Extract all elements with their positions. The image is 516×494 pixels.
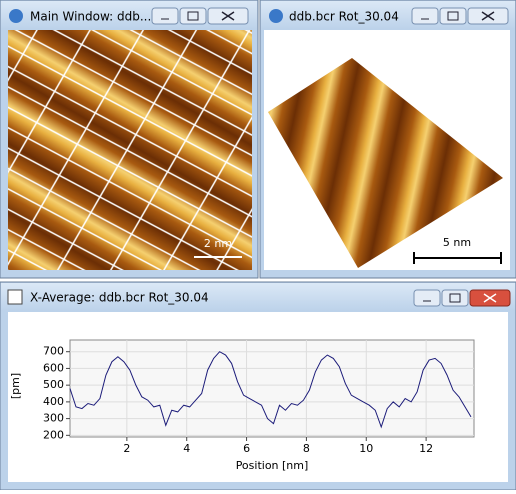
x-tick-label: 10	[359, 442, 373, 455]
x-tick-label: 12	[419, 442, 433, 455]
x-tick-label: 6	[243, 442, 250, 455]
x-tick-label: 8	[303, 442, 310, 455]
profile-window[interactable]: X-Average: ddb.bcr Rot_30.04 [pm] Positi…	[0, 281, 516, 491]
x-tick-label: 4	[183, 442, 190, 455]
x-axis-label: Position [nm]	[236, 459, 309, 472]
y-axis-label: [pm]	[9, 373, 22, 399]
y-tick-label: 400	[43, 395, 64, 408]
window-title: ddb.bcr Rot_30.04	[289, 10, 399, 24]
x-tick-label: 2	[123, 442, 130, 455]
y-tick-label: 200	[43, 428, 64, 441]
scale-bar-label: 5 nm	[443, 236, 471, 249]
profile-line	[69, 351, 472, 429]
y-tick-label: 700	[43, 345, 64, 358]
window-title: X-Average: ddb.bcr Rot_30.04	[30, 291, 209, 305]
scale-bar-label: 2 nm	[204, 237, 232, 250]
rotated-window[interactable]: ddb.bcr Rot_30.04 5 nm	[259, 0, 516, 279]
y-tick-label: 500	[43, 378, 64, 391]
y-tick-label: 300	[43, 412, 64, 425]
window-title: Main Window: ddb....	[30, 10, 155, 24]
y-tick-label: 600	[43, 361, 64, 374]
app-icon	[9, 9, 23, 23]
main-window[interactable]: Main Window: ddb.... 2 nm	[0, 0, 259, 279]
stm-image	[268, 58, 503, 268]
